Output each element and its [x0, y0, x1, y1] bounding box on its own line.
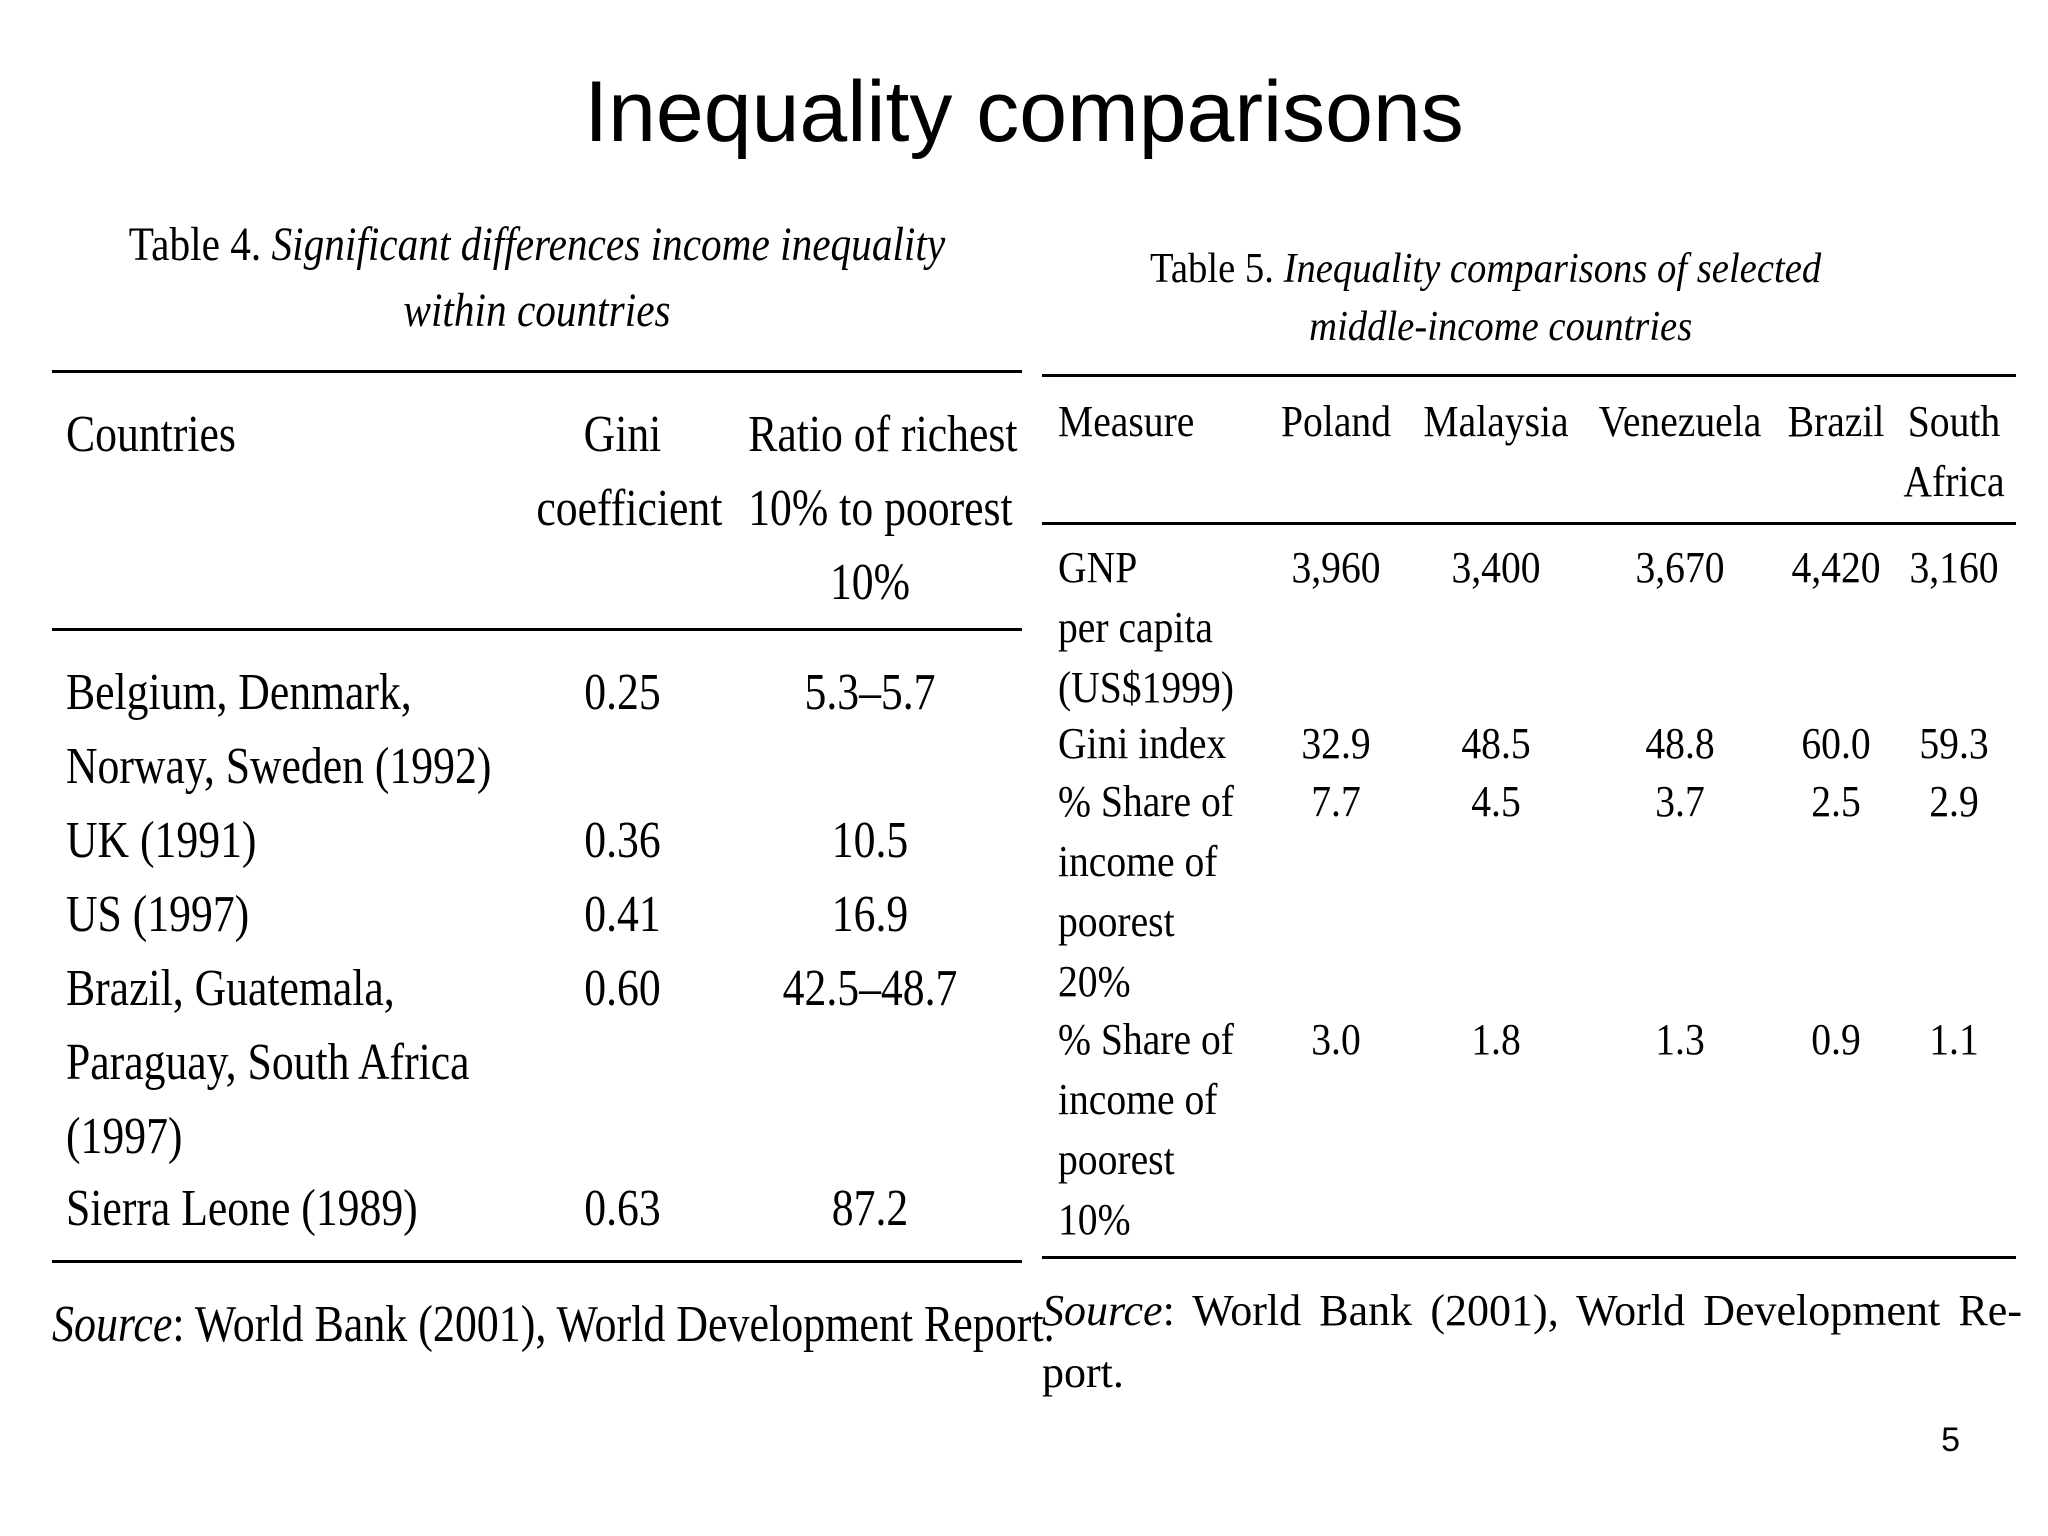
table4-row4-country-line1: Brazil, Guatemala, — [66, 960, 395, 1017]
table5-header-measure: Measure — [1058, 397, 1195, 446]
table5-header-brazil: Brazil — [1787, 397, 1885, 446]
table5-source-line1: Source: World Bank (2001), World Develop… — [1042, 1280, 2022, 1342]
table4-row-country: Belgium, Denmark, Norway, Sweden (1992) — [66, 656, 503, 804]
table4-row4-gini: 0.60 — [584, 960, 661, 1017]
table4-row5-country: Sierra Leone (1989) — [66, 1180, 418, 1237]
table4-row4-country-line3: (1997) — [66, 1108, 183, 1165]
table5-row1-measure-line3: (US$1999) — [1058, 663, 1235, 712]
table5-row4-measure-line2: income of — [1058, 1075, 1218, 1124]
table4-header-gini-line2: coefficient — [536, 480, 723, 537]
table4-header-gini-line1: Gini — [583, 406, 662, 463]
table5-row3-brazil: 2.5 — [1811, 777, 1861, 826]
table4-caption: Table 4. Significant differences income … — [120, 212, 954, 344]
table4-caption-label: Table 4. — [128, 218, 262, 271]
table4-header-gini: Gini coefficient — [536, 398, 722, 546]
table5-row2-malaysia: 48.5 — [1461, 719, 1531, 768]
table5-source-text-line1: : World Bank (2001), World Development R… — [1162, 1286, 2022, 1335]
table4-caption-title-line1: Significant differences income inequalit… — [271, 218, 946, 271]
table5-row3-measure-line4: 20% — [1058, 957, 1131, 1006]
table4-row2-country: UK (1991) — [66, 812, 257, 869]
table5-row3-malaysia: 4.5 — [1471, 777, 1521, 826]
table4-top-rule — [52, 370, 1022, 373]
table4-header-ratio-line1: Ratio of richest — [748, 406, 1018, 463]
table5-source-text-line2: port. — [1042, 1348, 1124, 1397]
table4-row1-ratio: 5.3–5.7 — [804, 664, 936, 721]
table5-row2-venezuela: 48.8 — [1645, 719, 1715, 768]
table5-header-south-africa: South Africa — [1900, 392, 2008, 512]
table5-source: Source: World Bank (2001), World Develop… — [1042, 1280, 2022, 1404]
table4-header-rule — [52, 628, 1022, 631]
table4-header-ratio-line2: 10% to poorest — [748, 480, 1013, 537]
table4-row4-country-line2: Paraguay, South Africa — [66, 1034, 470, 1091]
table4-header-ratio-line3: 10% — [829, 554, 911, 611]
table4-row4-ratio: 42.5–48.7 — [782, 960, 958, 1017]
table4-row3-country: US (1997) — [66, 886, 250, 943]
table4-row3-ratio: 16.9 — [831, 886, 909, 943]
table5-row3-measure-line1: % Share of — [1058, 777, 1234, 826]
table5-row4-venezuela: 1.3 — [1655, 1015, 1705, 1064]
table5-bottom-rule — [1042, 1256, 2016, 1259]
table5-caption-label: Table 5. — [1150, 246, 1274, 292]
page-number: 5 — [1941, 1421, 1960, 1459]
table5-header-poland: Poland — [1280, 397, 1391, 446]
table5-row2-poland: 32.9 — [1301, 719, 1371, 768]
table4-row5-gini: 0.63 — [584, 1180, 661, 1237]
table5-top-rule — [1042, 374, 2016, 377]
table5-row1-brazil: 4,420 — [1791, 543, 1881, 592]
table5-row3-south-africa: 2.9 — [1929, 777, 1979, 826]
table5-header-south-africa-line1: South — [1907, 397, 2001, 446]
table5-row4-malaysia: 1.8 — [1471, 1015, 1521, 1064]
table5-row3-measure-line3: poorest — [1058, 897, 1175, 946]
table5-row3-measure: % Share of income of poorest 20% — [1058, 772, 1234, 1012]
table5-row3-measure-line2: income of — [1058, 837, 1218, 886]
table5-row4-measure: % Share of income of poorest 10% — [1058, 1010, 1234, 1250]
table5-row2-measure: Gini index — [1058, 719, 1227, 768]
table5-row4-poland: 3.0 — [1311, 1015, 1361, 1064]
table4-header-ratio: Ratio of richest 10% to poorest 10% — [748, 398, 1017, 620]
table4-row5-ratio: 87.2 — [831, 1180, 909, 1237]
table4-source: Source: World Bank (2001), World Develop… — [52, 1290, 1055, 1360]
table5-row1-measure-line1: GNP — [1058, 543, 1138, 592]
table4-bottom-rule — [52, 1260, 1022, 1263]
table5-header-venezuela: Venezuela — [1598, 397, 1762, 446]
table5-header-south-africa-line2: Africa — [1903, 457, 2005, 506]
table5-row2-brazil: 60.0 — [1801, 719, 1871, 768]
table5-header-rule — [1042, 522, 2016, 525]
table4-row3-gini: 0.41 — [584, 886, 661, 943]
table4-row1-country-line2: Norway, Sweden (1992) — [66, 738, 492, 795]
table5-row1-poland: 3,960 — [1291, 543, 1381, 592]
table5-row1-south-africa: 3,160 — [1909, 543, 1999, 592]
table5-source-label: Source — [1042, 1286, 1163, 1335]
table4-row2-ratio: 10.5 — [831, 812, 909, 869]
table5-row4-measure-line4: 10% — [1058, 1195, 1131, 1244]
table4-source-label: Source — [52, 1296, 173, 1353]
table5-row1-measure: GNP per capita (US$1999) — [1058, 538, 1234, 718]
slide-title: Inequality comparisons — [584, 64, 1464, 160]
table4-source-text: : World Bank (2001), World Development R… — [172, 1296, 1055, 1353]
table5-caption-title-line1: Inequality comparisons of selected — [1283, 246, 1822, 292]
table5-row4-measure-line1: % Share of — [1058, 1015, 1234, 1064]
table5-row3-poland: 7.7 — [1311, 777, 1361, 826]
table5-caption: Table 5. Inequality comparisons of selec… — [1150, 240, 1904, 356]
table5-header-malaysia: Malaysia — [1423, 397, 1569, 446]
table5-row1-measure-line2: per capita — [1058, 603, 1213, 652]
table4-row4-country: Brazil, Guatemala, Paraguay, South Afric… — [66, 952, 503, 1174]
table4-row2-gini: 0.36 — [584, 812, 661, 869]
table5-row4-measure-line3: poorest — [1058, 1135, 1175, 1184]
table4-header-countries: Countries — [66, 406, 236, 463]
table5-row3-venezuela: 3.7 — [1655, 777, 1705, 826]
table4-row1-country-line1: Belgium, Denmark, — [66, 664, 412, 721]
table5-row1-malaysia: 3,400 — [1451, 543, 1541, 592]
table4-row1-gini: 0.25 — [584, 664, 661, 721]
table5-row2-south-africa: 59.3 — [1919, 719, 1989, 768]
table5-row4-south-africa: 1.1 — [1929, 1015, 1979, 1064]
table5-row4-brazil: 0.9 — [1811, 1015, 1861, 1064]
table5-row1-venezuela: 3,670 — [1635, 543, 1725, 592]
table5-caption-title-line2: middle-income countries — [1309, 304, 1693, 350]
table4-caption-title-line2: within countries — [403, 284, 671, 337]
